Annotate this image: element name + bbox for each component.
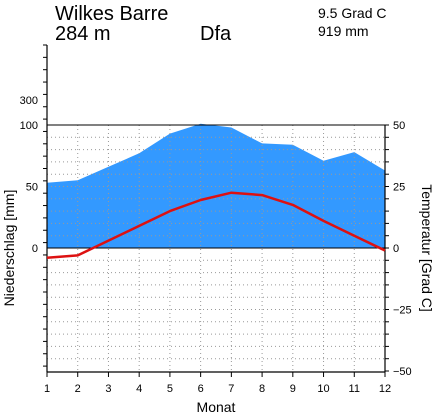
right-tick-label: 0 bbox=[393, 243, 399, 255]
x-tick-label: 7 bbox=[228, 383, 234, 395]
temperature-line bbox=[46, 191, 386, 260]
precipitation-area-layer bbox=[47, 123, 385, 248]
elevation-label: 284 m bbox=[55, 23, 111, 45]
x-tick-label: 5 bbox=[167, 383, 173, 395]
precipitation-area bbox=[47, 123, 385, 248]
x-tick-label: 3 bbox=[105, 383, 111, 395]
x-tick-label: 4 bbox=[136, 383, 142, 395]
left-tick-label: 50 bbox=[26, 182, 38, 194]
annual-precipitation-label: 919 mm bbox=[318, 23, 369, 39]
right-tick-label: 50 bbox=[393, 120, 405, 132]
temperature-line-layer bbox=[46, 191, 386, 260]
right-tick-label: −25 bbox=[393, 305, 412, 317]
x-axis-title: Monat bbox=[197, 399, 236, 415]
axis-layer bbox=[43, 44, 389, 377]
right-tick-label: 25 bbox=[393, 182, 405, 194]
x-tick-label: 1 bbox=[44, 383, 50, 395]
x-tick-label: 11 bbox=[349, 383, 360, 395]
x-tick-label: 12 bbox=[379, 383, 391, 395]
station-name: Wilkes Barre bbox=[55, 3, 168, 25]
grid-layer bbox=[47, 125, 385, 372]
right-axis-title: Temperatur [Grad C] bbox=[419, 184, 435, 312]
x-tick-label: 10 bbox=[317, 383, 329, 395]
left-tick-label-300: 300 bbox=[20, 95, 38, 107]
left-axis-title: Niederschlag [mm] bbox=[1, 190, 17, 307]
right-tick-label: −50 bbox=[393, 366, 412, 378]
x-tick-label: 2 bbox=[75, 383, 81, 395]
x-tick-label: 8 bbox=[259, 383, 265, 395]
left-tick-label: 0 bbox=[32, 243, 38, 255]
annual-temperature-label: 9.5 Grad C bbox=[318, 5, 386, 21]
climate-class-label: Dfa bbox=[200, 23, 232, 45]
x-tick-label: 6 bbox=[198, 383, 204, 395]
x-tick-label: 9 bbox=[290, 383, 296, 395]
left-tick-label: 100 bbox=[20, 120, 38, 132]
